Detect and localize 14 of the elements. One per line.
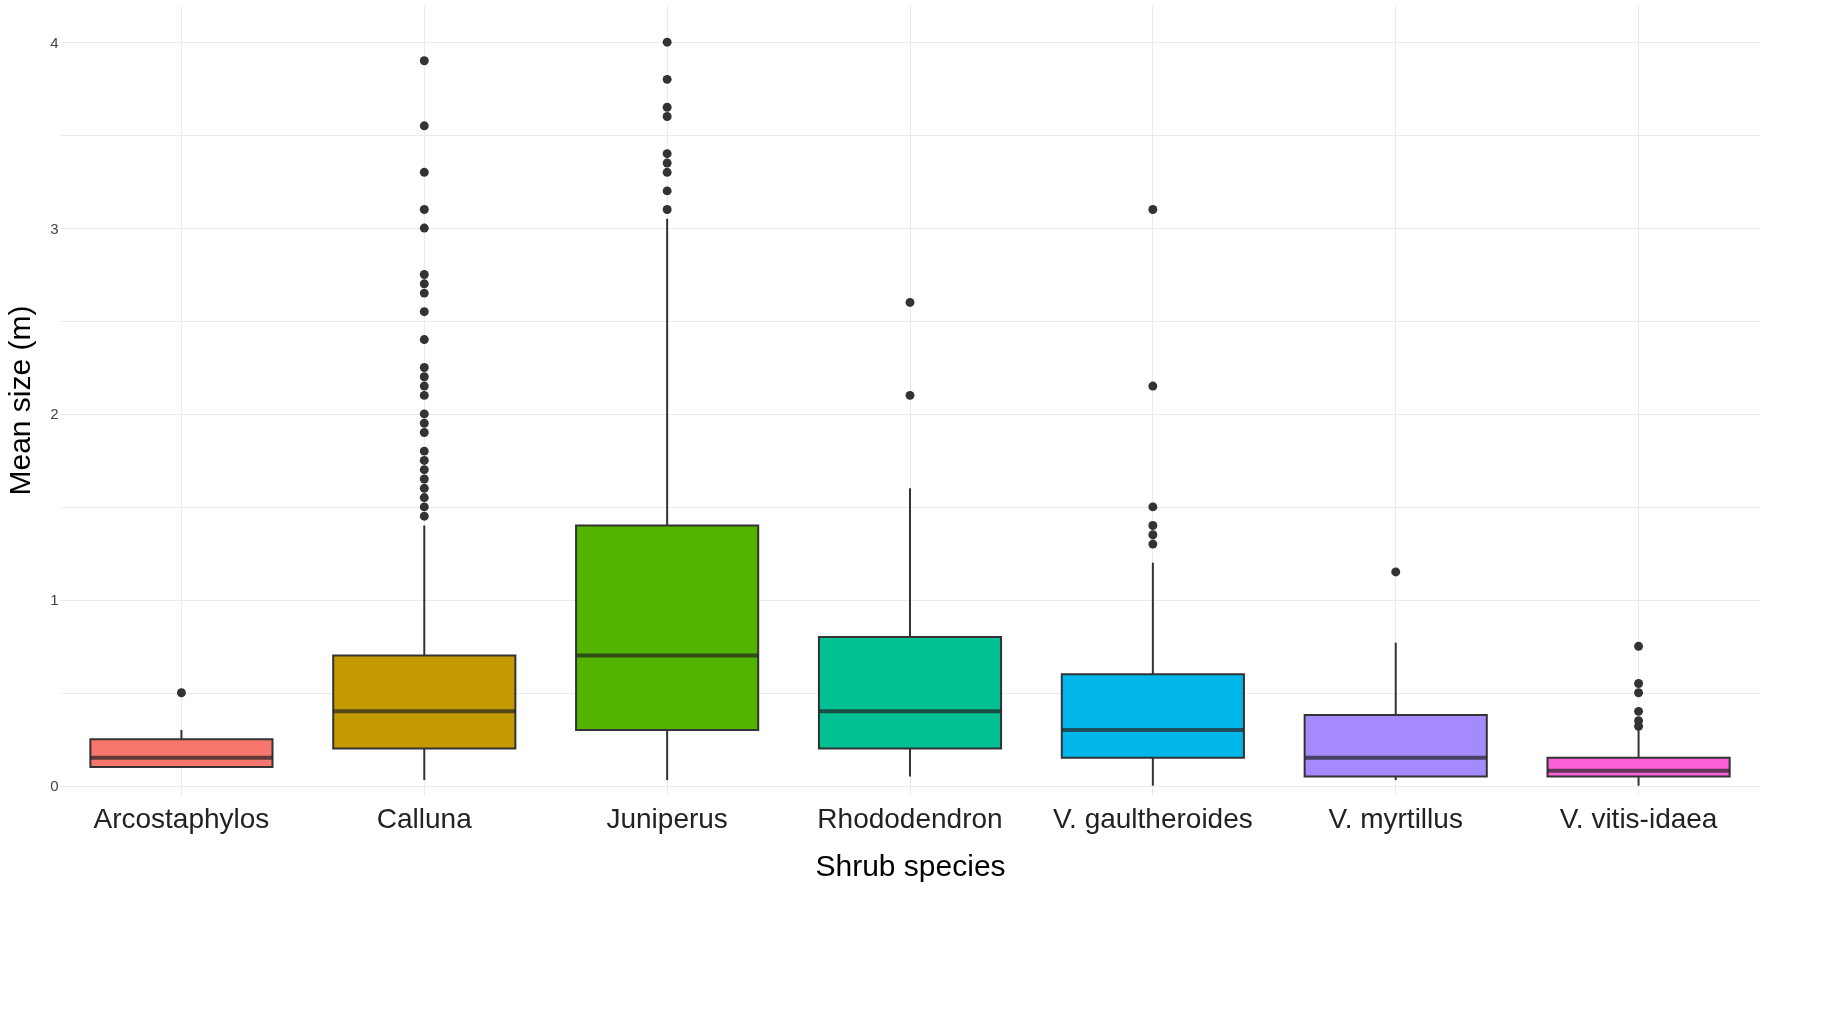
x-tick-label: Rhododendron (817, 802, 1003, 834)
x-axis-title: Shrub species (815, 848, 1006, 882)
y-tick-label: 1 (50, 591, 59, 609)
y-tick-label: 2 (50, 405, 59, 423)
x-tick-label: V. gaultheroides (1052, 802, 1253, 834)
x-tick-label: V. myrtillus (1328, 802, 1463, 834)
y-axis-title: Mean size (m) (3, 305, 37, 496)
x-tick-label: Arcostaphylos (93, 802, 270, 834)
y-tick-label: 4 (50, 33, 59, 51)
y-tick-label: 3 (50, 219, 59, 237)
y-tick-label: 0 (50, 777, 59, 795)
x-tick-label: V. vitis-idaea (1559, 802, 1718, 834)
x-tick-label: Juniperus (606, 802, 728, 834)
x-tick-label: Calluna (376, 802, 473, 834)
